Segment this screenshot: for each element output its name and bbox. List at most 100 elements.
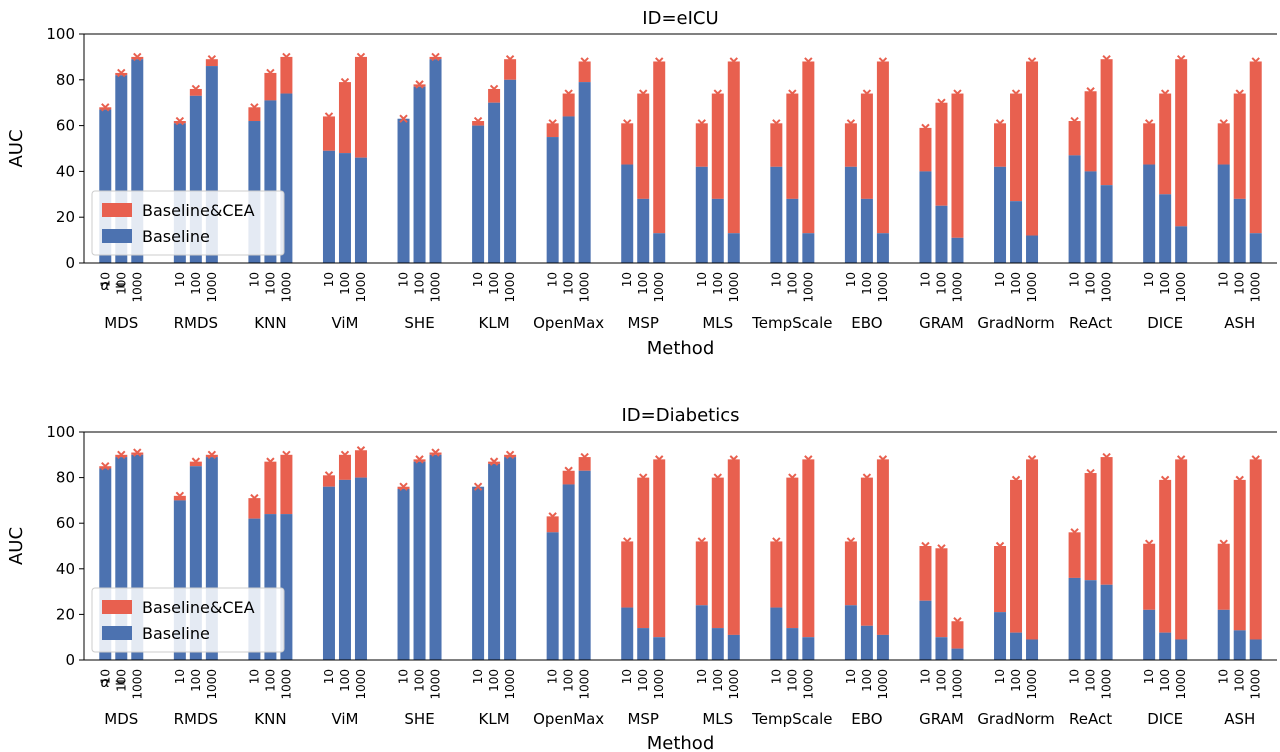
bar-baseline bbox=[562, 116, 575, 263]
alpha-tick-label: 10 bbox=[918, 272, 932, 287]
top-marker bbox=[399, 482, 408, 491]
y-tick-label: 80 bbox=[56, 469, 75, 487]
alpha-tick-label: 1000 bbox=[1249, 669, 1263, 700]
bar-cea bbox=[264, 461, 277, 515]
alpha-tick-label: 100 bbox=[263, 669, 277, 692]
bar-baseline bbox=[1143, 164, 1156, 263]
top-marker bbox=[340, 77, 350, 87]
alpha-tick-label: 10 bbox=[247, 272, 261, 287]
bar-cea bbox=[951, 621, 964, 649]
group-label: KNN bbox=[254, 710, 286, 728]
bar-baseline bbox=[429, 59, 442, 263]
top-marker bbox=[1027, 57, 1037, 66]
bar-cea bbox=[711, 93, 724, 199]
top-marker bbox=[1011, 89, 1021, 98]
bar-baseline bbox=[994, 166, 1007, 263]
alpha-tick-label: 10 bbox=[844, 272, 858, 287]
alpha-tick-label: 100 bbox=[562, 272, 576, 295]
group-label: ASH bbox=[1224, 710, 1255, 728]
bar-cea bbox=[322, 475, 335, 487]
bar-cea bbox=[1143, 123, 1156, 165]
top-marker bbox=[921, 123, 930, 133]
top-marker bbox=[207, 54, 217, 64]
alpha-tick-label: 10 bbox=[546, 272, 560, 287]
group-label: TempScale bbox=[751, 314, 832, 332]
top-marker bbox=[175, 491, 185, 501]
bar-cea bbox=[1249, 459, 1262, 640]
top-marker bbox=[1219, 119, 1228, 128]
bar-baseline bbox=[802, 233, 815, 263]
bar-cea bbox=[727, 459, 740, 635]
bar-group-dice bbox=[1143, 455, 1188, 660]
alpha-tick-label: 10 bbox=[918, 669, 932, 684]
alpha-tick-label: 100 bbox=[1009, 669, 1023, 692]
bar-cea bbox=[802, 61, 815, 234]
alpha-tick-label: 10 bbox=[1142, 669, 1156, 684]
bar-cea bbox=[653, 459, 666, 638]
y-tick-label: 100 bbox=[46, 423, 75, 441]
alpha-tick-label: 10 bbox=[844, 669, 858, 684]
bar-cea bbox=[876, 459, 889, 635]
bar-cea bbox=[1233, 479, 1246, 631]
bar-cea bbox=[354, 56, 367, 158]
top-marker bbox=[697, 119, 706, 128]
bar-baseline bbox=[578, 470, 591, 660]
bar-baseline bbox=[919, 600, 932, 660]
bar-cea bbox=[802, 459, 815, 638]
alpha-tick-label: 100 bbox=[338, 669, 352, 692]
bar-baseline bbox=[472, 125, 485, 263]
bar-baseline bbox=[1084, 171, 1097, 263]
alpha-tick-label: 10 bbox=[1217, 272, 1231, 287]
legend-box bbox=[91, 190, 285, 256]
y-tick-label: 20 bbox=[56, 605, 75, 623]
top-marker bbox=[1011, 475, 1021, 485]
bar-group-openmax bbox=[546, 452, 591, 660]
alpha-tick-label: 1000 bbox=[578, 669, 592, 700]
legend-swatch-baseline bbox=[102, 626, 132, 640]
bar-cea bbox=[653, 61, 666, 234]
bar-cea bbox=[1175, 59, 1188, 227]
bar-cea bbox=[621, 123, 634, 165]
top-marker bbox=[804, 455, 813, 464]
alpha-tick-label: 1000 bbox=[279, 669, 293, 700]
bar-baseline bbox=[637, 198, 650, 263]
bar-baseline bbox=[1249, 233, 1262, 263]
bar-baseline bbox=[488, 102, 501, 263]
top-marker bbox=[846, 119, 856, 128]
top-marker bbox=[1102, 452, 1111, 462]
bar-cea bbox=[280, 56, 293, 94]
chart-title: ID=eICU bbox=[642, 8, 718, 29]
y-tick-label: 0 bbox=[65, 254, 75, 272]
bar-cea bbox=[994, 546, 1007, 613]
alpha-tick-label: 1000 bbox=[130, 272, 144, 303]
bar-baseline bbox=[951, 648, 964, 660]
group-label: MDS bbox=[104, 314, 138, 332]
bar-cea bbox=[860, 93, 873, 199]
bar-cea bbox=[546, 516, 559, 533]
group-label: EBO bbox=[851, 314, 882, 332]
bar-cea bbox=[1026, 459, 1039, 640]
bar-baseline bbox=[1233, 198, 1246, 263]
bar-cea bbox=[860, 477, 873, 626]
alpha-tick-label: 1000 bbox=[354, 669, 368, 700]
top-marker bbox=[580, 57, 589, 66]
y-tick-label: 60 bbox=[56, 117, 75, 135]
alpha-tick-label: 100 bbox=[562, 669, 576, 692]
alpha-tick-label: 10 bbox=[322, 272, 336, 287]
top-marker bbox=[191, 457, 201, 466]
bar-group-msp bbox=[621, 57, 666, 263]
top-marker bbox=[282, 450, 291, 460]
bar-cea bbox=[1026, 61, 1039, 236]
top-marker bbox=[117, 68, 126, 78]
top-marker bbox=[788, 473, 797, 482]
alpha-tick-label: 10 bbox=[98, 669, 112, 684]
top-marker bbox=[772, 537, 781, 546]
alpha-tick-label: 1000 bbox=[429, 669, 443, 700]
bar-group-mls bbox=[695, 455, 740, 660]
top-marker bbox=[101, 461, 110, 471]
alpha-tick-label: 1000 bbox=[727, 669, 741, 700]
bar-cea bbox=[488, 88, 501, 103]
bar-cea bbox=[786, 477, 799, 629]
bar-cea bbox=[1100, 457, 1113, 585]
